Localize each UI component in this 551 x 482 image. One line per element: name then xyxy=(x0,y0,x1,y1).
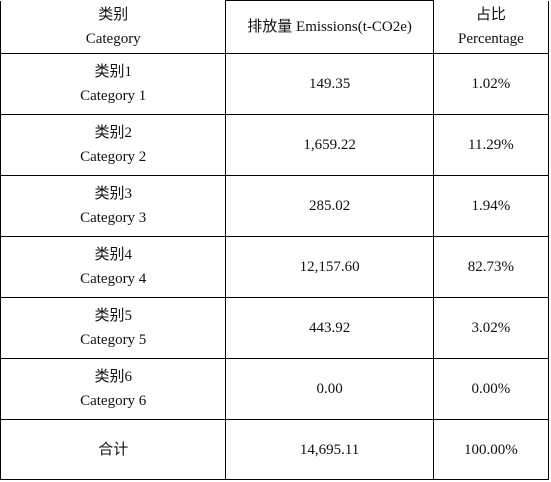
category-en: Category 2 xyxy=(80,149,147,165)
category-cell: 类别6 Category 6 xyxy=(0,358,227,420)
category-zh: 类别3 xyxy=(94,186,132,202)
header-percentage: 占比 Percentage xyxy=(432,0,550,54)
category-cell: 类别2 Category 2 xyxy=(0,114,227,176)
category-zh: 类别6 xyxy=(94,369,132,385)
header-percentage-en: Percentage xyxy=(457,30,524,47)
category-zh: 类别2 xyxy=(94,125,132,141)
table-row: 类别6 Category 6 0.00 0.00% xyxy=(0,358,550,420)
header-category: 类别 Category xyxy=(0,0,227,54)
category-en: Category 6 xyxy=(80,393,147,409)
header-category-zh: 类别 xyxy=(98,6,129,23)
table-row: 类别3 Category 3 285.02 1.94% xyxy=(0,175,550,237)
emissions-cell: 285.02 xyxy=(225,175,434,237)
percentage-cell: 11.29% xyxy=(432,114,550,176)
header-row: 类别 Category 排放量 Emissions(t-CO2e) 占比 Per… xyxy=(0,0,550,54)
table-row: 类别4 Category 4 12,157.60 82.73% xyxy=(0,236,550,298)
category-zh: 类别4 xyxy=(94,247,132,263)
total-emissions: 14,695.11 xyxy=(225,419,434,480)
header-emissions-label: 排放量 Emissions(t-CO2e) xyxy=(247,19,412,35)
table-row: 类别2 Category 2 1,659.22 11.29% xyxy=(0,114,550,176)
category-cell: 类别1 Category 1 xyxy=(0,53,227,115)
total-percentage: 100.00% xyxy=(432,419,550,480)
total-row: 合计 14,695.11 100.00% xyxy=(0,419,550,480)
header-emissions: 排放量 Emissions(t-CO2e) xyxy=(225,0,434,54)
percentage-cell: 1.94% xyxy=(432,175,550,237)
percentage-cell: 0.00% xyxy=(432,358,550,420)
percentage-cell: 3.02% xyxy=(432,297,550,359)
category-zh: 类别5 xyxy=(94,308,132,324)
emissions-cell: 149.35 xyxy=(225,53,434,115)
header-percentage-zh: 占比 xyxy=(475,6,506,23)
table-row: 类别1 Category 1 149.35 1.02% xyxy=(0,53,550,115)
category-en: Category 5 xyxy=(80,332,147,348)
category-cell: 类别4 Category 4 xyxy=(0,236,227,298)
header-category-en: Category xyxy=(85,30,141,47)
category-zh: 类别1 xyxy=(94,64,132,80)
total-label: 合计 xyxy=(0,419,227,480)
percentage-cell: 1.02% xyxy=(432,53,550,115)
emissions-cell: 1,659.22 xyxy=(225,114,434,176)
emissions-cell: 0.00 xyxy=(225,358,434,420)
percentage-cell: 82.73% xyxy=(432,236,550,298)
category-cell: 类别5 Category 5 xyxy=(0,297,227,359)
emissions-cell: 12,157.60 xyxy=(225,236,434,298)
emissions-cell: 443.92 xyxy=(225,297,434,359)
category-en: Category 3 xyxy=(80,210,147,226)
category-en: Category 1 xyxy=(80,88,147,104)
category-en: Category 4 xyxy=(80,271,147,287)
table-row: 类别5 Category 5 443.92 3.02% xyxy=(0,297,550,359)
category-cell: 类别3 Category 3 xyxy=(0,175,227,237)
